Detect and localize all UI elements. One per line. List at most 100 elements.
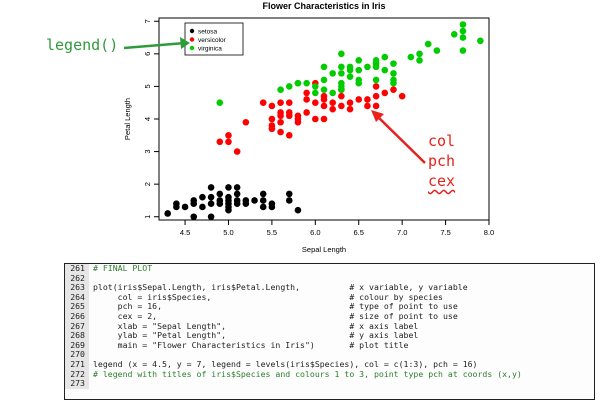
code-line: 265 pch = 16, # type of point to use — [65, 302, 594, 312]
data-point-virginica — [312, 83, 319, 90]
code-text: ylab = "Petal Length", # y axis label — [93, 330, 419, 341]
data-point-virginica — [450, 30, 458, 38]
data-point-versicolor — [346, 99, 354, 107]
data-point-virginica — [381, 66, 389, 74]
legend-entry: virginica — [198, 46, 222, 53]
data-point-versicolor — [277, 128, 284, 136]
x-tick-label: 5.5 — [267, 228, 277, 237]
data-point-versicolor — [338, 92, 345, 100]
data-point-versicolor — [329, 105, 336, 113]
data-point-virginica — [346, 63, 354, 71]
data-point-setosa — [233, 184, 241, 191]
data-point-setosa — [173, 200, 180, 208]
data-point-setosa — [251, 197, 258, 204]
x-tick-label: 7.5 — [440, 228, 450, 237]
legend-arrow-head — [180, 37, 190, 49]
code-text: xlab = "Sepal Length", # x axis label — [93, 320, 419, 331]
cex-annotation: cex — [428, 172, 456, 190]
x-tick-label: 5.0 — [223, 228, 233, 237]
y-tick-label: 4 — [143, 117, 152, 121]
data-point-versicolor — [372, 83, 380, 90]
data-point-virginica — [355, 76, 363, 84]
legend-call-annotation: legend() — [46, 36, 119, 54]
data-point-versicolor — [320, 102, 328, 110]
line-number: 272 — [65, 369, 89, 380]
data-point-virginica — [459, 21, 467, 28]
data-point-versicolor — [303, 109, 310, 116]
y-tick-label: 2 — [143, 182, 152, 186]
data-point-versicolor — [381, 89, 389, 97]
data-point-versicolor — [225, 138, 232, 146]
code-line: 266 cex = 2, # size of point to use — [65, 311, 594, 322]
code-text: col = iris$Species, # colour by species — [93, 291, 443, 302]
code-line: 268 ylab = "Petal Length", # y axis labe… — [65, 331, 594, 341]
data-point-virginica — [416, 50, 423, 58]
data-point-virginica — [459, 47, 467, 54]
data-point-setosa — [285, 197, 293, 204]
data-point-setosa — [225, 193, 232, 201]
data-point-setosa — [233, 190, 241, 198]
data-point-versicolor — [364, 102, 371, 110]
data-point-versicolor — [346, 105, 354, 113]
data-point-versicolor — [320, 115, 328, 123]
data-point-versicolor — [225, 131, 232, 139]
data-point-versicolor — [364, 96, 371, 103]
legend-marker-versicolor — [189, 37, 195, 42]
data-point-virginica — [407, 53, 415, 61]
code-line: 269 main = "Flower Characteristics in Ir… — [65, 340, 594, 351]
data-point-versicolor — [372, 102, 380, 110]
data-point-virginica — [338, 50, 345, 58]
code-text: plot(iris$Sepal.Length, iris$Petal.Lengt… — [93, 282, 468, 293]
data-point-versicolor — [312, 99, 319, 107]
data-point-virginica — [372, 76, 380, 84]
data-point-versicolor — [233, 148, 241, 155]
data-point-versicolor — [277, 99, 284, 107]
data-point-setosa — [259, 203, 267, 211]
data-point-virginica — [338, 70, 345, 77]
data-point-setosa — [216, 190, 224, 198]
data-point-setosa — [207, 184, 215, 191]
data-point-versicolor — [268, 122, 276, 129]
y-tick-label: 5 — [143, 84, 152, 88]
code-line: 273 — [65, 379, 594, 389]
data-point-virginica — [355, 57, 363, 64]
data-point-setosa — [181, 203, 189, 211]
code-line: 272 # legend with titles of iris$Species … — [65, 369, 594, 380]
data-point-virginica — [381, 53, 389, 61]
x-axis-label: Sepal Length — [302, 245, 346, 254]
line-number: 262 — [65, 273, 89, 284]
data-point-virginica — [320, 63, 328, 71]
data-point-setosa — [242, 197, 250, 204]
data-point-setosa — [216, 197, 224, 204]
legend-entry: setosa — [198, 29, 218, 36]
data-point-versicolor — [312, 115, 319, 123]
scatter-plot: 4.5 5.0 5.5 6.0 6.5 7.0 7.5 8.0 1 2 3 4 5 6 7 setosave… — [123, 1, 494, 254]
code-line: 264 col = iris$Species, # colour by spec… — [65, 291, 594, 303]
data-point-versicolor — [372, 92, 380, 100]
code-text: # FINAL PLOT — [93, 263, 153, 273]
data-point-versicolor — [355, 96, 363, 103]
data-point-versicolor — [398, 92, 406, 100]
data-point-setosa — [285, 190, 293, 198]
y-tick-label: 3 — [143, 149, 152, 153]
x-tick-label: 8.0 — [484, 228, 494, 237]
data-point-versicolor — [329, 99, 336, 107]
data-point-virginica — [329, 70, 336, 77]
y-tick-label: 1 — [143, 215, 152, 219]
data-point-versicolor — [216, 138, 224, 146]
line-number: 269 — [65, 340, 89, 351]
data-point-virginica — [355, 66, 363, 74]
data-point-virginica — [424, 40, 432, 48]
data-point-virginica — [372, 57, 380, 64]
data-point-versicolor — [338, 102, 345, 110]
legend-marker-virginica — [189, 45, 195, 51]
line-number: 267 — [65, 321, 89, 332]
data-point-setosa — [259, 197, 267, 204]
data-point-setosa — [207, 200, 215, 208]
data-point-versicolor — [303, 96, 310, 103]
data-point-virginica — [390, 70, 397, 77]
plot-axes: 4.5 5.0 5.5 6.0 6.5 7.0 7.5 8.0 1 2 3 4 5 6 7 — [143, 17, 494, 237]
line-number: 266 — [65, 311, 89, 322]
legend-arrow — [123, 41, 186, 50]
